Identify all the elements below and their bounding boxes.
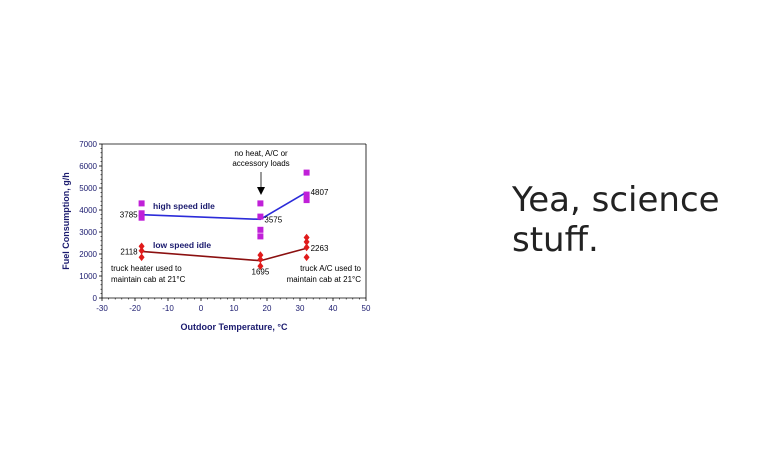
data-point-diamond bbox=[257, 262, 264, 270]
series-markers bbox=[138, 169, 310, 270]
series-label-high-speed-idle: high speed idle bbox=[153, 201, 215, 211]
data-label: 3575 bbox=[264, 215, 282, 224]
series-line-low-speed-idle bbox=[141, 247, 307, 262]
x-tick-label: -20 bbox=[129, 304, 141, 313]
data-point-square bbox=[257, 200, 264, 207]
annotation-ac-line2: maintain cab at 21°C bbox=[287, 275, 362, 284]
x-tick-label: -30 bbox=[96, 304, 108, 313]
x-tick-label: 20 bbox=[263, 304, 272, 313]
data-point-square bbox=[257, 213, 264, 220]
x-tick-label: 0 bbox=[199, 304, 204, 313]
data-point-diamond bbox=[303, 243, 310, 252]
x-tick-label: 30 bbox=[296, 304, 305, 313]
data-label: 3785 bbox=[120, 211, 138, 220]
data-label: 1695 bbox=[252, 268, 270, 277]
data-point-diamond bbox=[303, 233, 310, 242]
y-tick-label: 7000 bbox=[79, 140, 97, 149]
y-tick-label: 1000 bbox=[79, 272, 97, 281]
data-label: 4807 bbox=[311, 188, 329, 197]
x-tick-label: 10 bbox=[230, 304, 239, 313]
series-label-low-speed-idle: low speed idle bbox=[153, 240, 211, 250]
fuel-consumption-chart: 0 1000 2000 3000 4000 5000 6000 7000 -30 -20 -10 0 1… bbox=[56, 136, 376, 341]
data-point-square bbox=[138, 210, 145, 217]
caption-line-1: Yea, science bbox=[512, 180, 720, 220]
data-point-diamond bbox=[257, 251, 264, 259]
y-tick-label: 0 bbox=[93, 294, 98, 303]
y-tick-label: 6000 bbox=[79, 162, 97, 171]
annotation-heater-line1: truck heater used to bbox=[111, 264, 182, 273]
annotation-no-heat-line2: accessory loads bbox=[232, 159, 289, 168]
caption-text: Yea, science stuff. bbox=[512, 180, 762, 260]
data-point-diamond bbox=[138, 253, 145, 262]
data-point-square bbox=[257, 233, 264, 240]
data-point-square bbox=[257, 226, 264, 233]
y-axis-title: Fuel Consumption, g/h bbox=[61, 172, 71, 270]
point-labels: 3785 3575 4807 2118 1695 2263 bbox=[120, 188, 329, 276]
axis-ticks: 0 1000 2000 3000 4000 5000 6000 7000 -30 -20 -10 0 1… bbox=[79, 140, 371, 313]
data-label: 2263 bbox=[311, 244, 329, 253]
y-tick-label: 2000 bbox=[79, 250, 97, 259]
data-label: 2118 bbox=[120, 247, 138, 256]
annotation-no-heat-line1: no heat, A/C or bbox=[234, 149, 288, 158]
x-tick-label: 50 bbox=[362, 304, 371, 313]
data-point-square bbox=[303, 197, 310, 204]
data-point-diamond bbox=[303, 238, 310, 246]
annotation-arrow-head bbox=[257, 187, 265, 195]
data-point-diamond bbox=[138, 246, 145, 255]
x-axis-title: Outdoor Temperature, °C bbox=[181, 322, 288, 332]
annotation-ac-line1: truck A/C used to bbox=[300, 264, 361, 273]
data-point-square bbox=[138, 214, 145, 221]
y-tick-label: 5000 bbox=[79, 184, 97, 193]
y-tick-label: 3000 bbox=[79, 228, 97, 237]
annotation-heater-line2: maintain cab at 21°C bbox=[111, 275, 186, 284]
x-tick-label: 40 bbox=[329, 304, 338, 313]
data-point-diamond bbox=[303, 253, 310, 262]
data-point-square bbox=[303, 169, 310, 176]
chart-canvas: 0 1000 2000 3000 4000 5000 6000 7000 -30 -20 -10 0 1… bbox=[61, 140, 371, 332]
data-point-diamond bbox=[257, 255, 264, 264]
data-point-square bbox=[138, 200, 145, 207]
x-tick-label: -10 bbox=[162, 304, 174, 313]
y-tick-label: 4000 bbox=[79, 206, 97, 215]
caption-line-2: stuff. bbox=[512, 220, 599, 260]
data-point-square bbox=[303, 191, 310, 198]
